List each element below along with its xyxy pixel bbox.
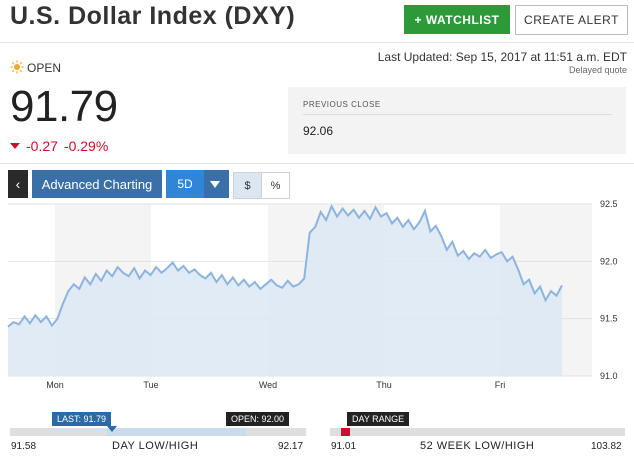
y-tick-label: 92.5 <box>600 200 618 209</box>
divider <box>0 163 634 164</box>
x-tick-label: Wed <box>259 380 277 390</box>
series-area <box>8 206 562 376</box>
y-tick-label: 92.0 <box>600 256 618 266</box>
percent-toggle[interactable]: % <box>261 172 290 199</box>
day-range-fill <box>107 428 246 436</box>
y-tick-label: 91.0 <box>600 371 618 381</box>
price: 91.79 <box>10 82 118 131</box>
day-low-value: 91.58 <box>11 441 37 452</box>
delayed-note: Delayed quote <box>568 65 627 75</box>
open-price-tag: OPEN: 92.00 <box>226 412 290 426</box>
previous-close-panel <box>288 87 626 154</box>
divider <box>303 114 612 115</box>
market-status: OPEN <box>27 61 62 75</box>
previous-close-value: 92.06 <box>303 124 334 138</box>
x-tick-label: Mon <box>46 380 64 390</box>
price-chart[interactable]: 92.5 92.0 91.5 91.0 Mon Tue Wed Thu Fri <box>0 200 634 398</box>
down-arrow-icon <box>10 143 20 150</box>
week52-low-value: 91.01 <box>331 441 357 452</box>
series-line <box>7 203 563 328</box>
previous-close-label: PREVIOUS CLOSE <box>303 100 381 109</box>
week52-range-label: 52 WEEK LOW/HIGH <box>420 440 535 452</box>
week52-high-value: 103.82 <box>591 441 622 452</box>
last-updated: Last Updated: Sep 15, 2017 at 11:51 a.m.… <box>377 50 627 64</box>
day-range-tag: DAY RANGE <box>347 412 410 426</box>
divider <box>0 42 634 43</box>
x-tick-label: Tue <box>143 380 158 390</box>
last-price-marker <box>107 426 117 432</box>
last-price-tag: LAST: 91.79 <box>52 412 112 426</box>
day-range-label: DAY LOW/HIGH <box>112 440 199 452</box>
watchlist-button[interactable]: + WATCHLIST <box>404 5 510 34</box>
day-high-value: 92.17 <box>278 441 304 452</box>
y-tick-label: 91.5 <box>600 314 618 324</box>
chevron-down-icon <box>210 181 220 188</box>
change-percent: -0.29% <box>63 138 109 154</box>
x-tick-label: Fri <box>495 380 506 390</box>
x-tick-label: Thu <box>376 380 392 390</box>
range-dropdown[interactable]: 5D <box>166 170 229 198</box>
chevron-left-icon[interactable]: ‹ <box>8 170 28 198</box>
sun-icon <box>10 60 24 74</box>
page-title: U.S. Dollar Index (DXY) <box>10 2 296 30</box>
range-value: 5D <box>166 170 204 198</box>
advanced-charting-button[interactable]: Advanced Charting <box>32 170 162 198</box>
change-row: -0.27 -0.29% <box>10 138 114 154</box>
change-value: -0.27 <box>26 138 58 154</box>
dollar-toggle[interactable]: $ <box>233 172 262 199</box>
create-alert-button[interactable]: CREATE ALERT <box>515 5 628 35</box>
week52-range-track <box>330 428 625 436</box>
week52-day-range-fill <box>341 428 350 436</box>
